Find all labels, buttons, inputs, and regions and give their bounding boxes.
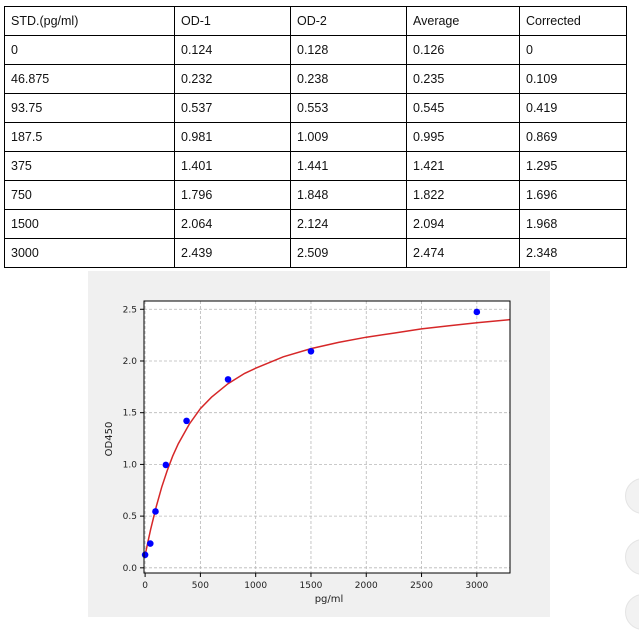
- table-cell: 1.968: [519, 209, 627, 239]
- table-cell: 1.441: [290, 151, 407, 181]
- table-cell: 0.545: [406, 93, 520, 123]
- table-cell: 187.5: [4, 122, 175, 152]
- side-circle-decoration: [625, 594, 639, 630]
- table-cell: 0.126: [406, 35, 520, 65]
- standard-curve-chart: 0 500 1000 1500 2000 2500 3000 0.0 0.5 1.0 1.5 2.0…: [88, 271, 550, 617]
- grid-lines: [144, 301, 510, 573]
- table-cell: 0: [4, 35, 175, 65]
- y-tick-label: 1.0: [123, 460, 138, 470]
- table-header-cell: STD.(pg/ml): [4, 6, 175, 36]
- table-row: 1500 2.064 2.124 2.094 1.968: [4, 209, 627, 239]
- table-cell: 1.822: [406, 180, 520, 210]
- side-circle-decoration: [625, 478, 639, 514]
- x-tick-label: 2000: [355, 581, 378, 591]
- table-cell: 1.848: [290, 180, 407, 210]
- x-tick-label: 1000: [244, 581, 267, 591]
- table-cell: 1.009: [290, 122, 407, 152]
- table-header-cell: OD-2: [290, 6, 407, 36]
- table-row: 46.875 0.232 0.238 0.235 0.109: [4, 64, 627, 94]
- data-point: [307, 347, 315, 355]
- plot-frame: [143, 300, 511, 574]
- data-points-layer: [141, 308, 481, 559]
- table-row: 3000 2.439 2.509 2.474 2.348: [4, 238, 627, 268]
- table-cell: 2.439: [174, 238, 291, 268]
- y-tick-label: 0.5: [123, 512, 137, 522]
- table-cell: 1.401: [174, 151, 291, 181]
- table-cell: 0.995: [406, 122, 520, 152]
- table-cell: 0.981: [174, 122, 291, 152]
- table-cell: 0: [519, 35, 627, 65]
- table-cell: 2.064: [174, 209, 291, 239]
- table-cell: 2.348: [519, 238, 627, 268]
- table-row: 375 1.401 1.441 1.421 1.295: [4, 151, 627, 181]
- y-tick-label: 1.5: [123, 409, 137, 419]
- table-row: 0 0.124 0.128 0.126 0: [4, 35, 627, 65]
- table-cell: 46.875: [4, 64, 175, 94]
- table-row: 93.75 0.537 0.553 0.545 0.419: [4, 93, 627, 123]
- table-cell: 2.509: [290, 238, 407, 268]
- standard-curve-svg: 0 500 1000 1500 2000 2500 3000 0.0 0.5 1.0 1.5 2.0…: [88, 271, 550, 617]
- table-cell: 0.128: [290, 35, 407, 65]
- data-point: [141, 551, 149, 559]
- table-row: 750 1.796 1.848 1.822 1.696: [4, 180, 627, 210]
- table-cell: 3000: [4, 238, 175, 268]
- x-tick-label: 0: [142, 581, 148, 591]
- table-row: 187.5 0.981 1.009 0.995 0.869: [4, 122, 627, 152]
- table-cell: 1.796: [174, 180, 291, 210]
- standards-table: STD.(pg/ml) OD-1 OD-2 Average Corrected …: [4, 6, 627, 268]
- table-cell: 750: [4, 180, 175, 210]
- y-axis-ticks: 0.0 0.5 1.0 1.5 2.0 2.5: [123, 305, 144, 574]
- table-cell: 0.553: [290, 93, 407, 123]
- table-cell: 0.232: [174, 64, 291, 94]
- y-tick-label: 2.0: [123, 357, 138, 367]
- table-cell: 1.421: [406, 151, 520, 181]
- x-tick-label: 500: [192, 581, 209, 591]
- table-cell: 0.235: [406, 64, 520, 94]
- y-axis-label: OD450: [104, 422, 115, 457]
- x-tick-label: 3000: [465, 581, 488, 591]
- table-cell: 1.696: [519, 180, 627, 210]
- table-header-row: STD.(pg/ml) OD-1 OD-2 Average Corrected: [4, 6, 627, 36]
- table-header-cell: Corrected: [519, 6, 627, 36]
- x-axis-label: pg/ml: [315, 594, 344, 605]
- table-cell: 0.419: [519, 93, 627, 123]
- table-cell: 2.474: [406, 238, 520, 268]
- table-cell: 0.109: [519, 64, 627, 94]
- table-cell: 0.869: [519, 122, 627, 152]
- x-tick-label: 1500: [300, 581, 323, 591]
- table-header-cell: OD-1: [174, 6, 291, 36]
- table-cell: 2.094: [406, 209, 520, 239]
- table-cell: 2.124: [290, 209, 407, 239]
- table-cell: 0.124: [174, 35, 291, 65]
- x-axis-ticks: 0 500 1000 1500 2000 2500 3000: [142, 573, 489, 591]
- table-cell: 0.537: [174, 93, 291, 123]
- data-point: [162, 461, 170, 469]
- side-circle-decoration: [625, 539, 639, 575]
- table-cell: 0.238: [290, 64, 407, 94]
- table-cell: 93.75: [4, 93, 175, 123]
- x-tick-label: 2500: [410, 581, 433, 591]
- table-cell: 1.295: [519, 151, 627, 181]
- data-point: [183, 417, 190, 425]
- table-cell: 375: [4, 151, 175, 181]
- y-tick-label: 0.0: [123, 564, 138, 574]
- data-point: [224, 376, 232, 383]
- y-tick-label: 2.5: [123, 305, 137, 315]
- data-point: [146, 540, 154, 547]
- table-cell: 1500: [4, 209, 175, 239]
- data-point: [473, 308, 481, 316]
- data-point: [152, 508, 159, 515]
- plot-area: [144, 301, 510, 573]
- table-header-cell: Average: [406, 6, 520, 36]
